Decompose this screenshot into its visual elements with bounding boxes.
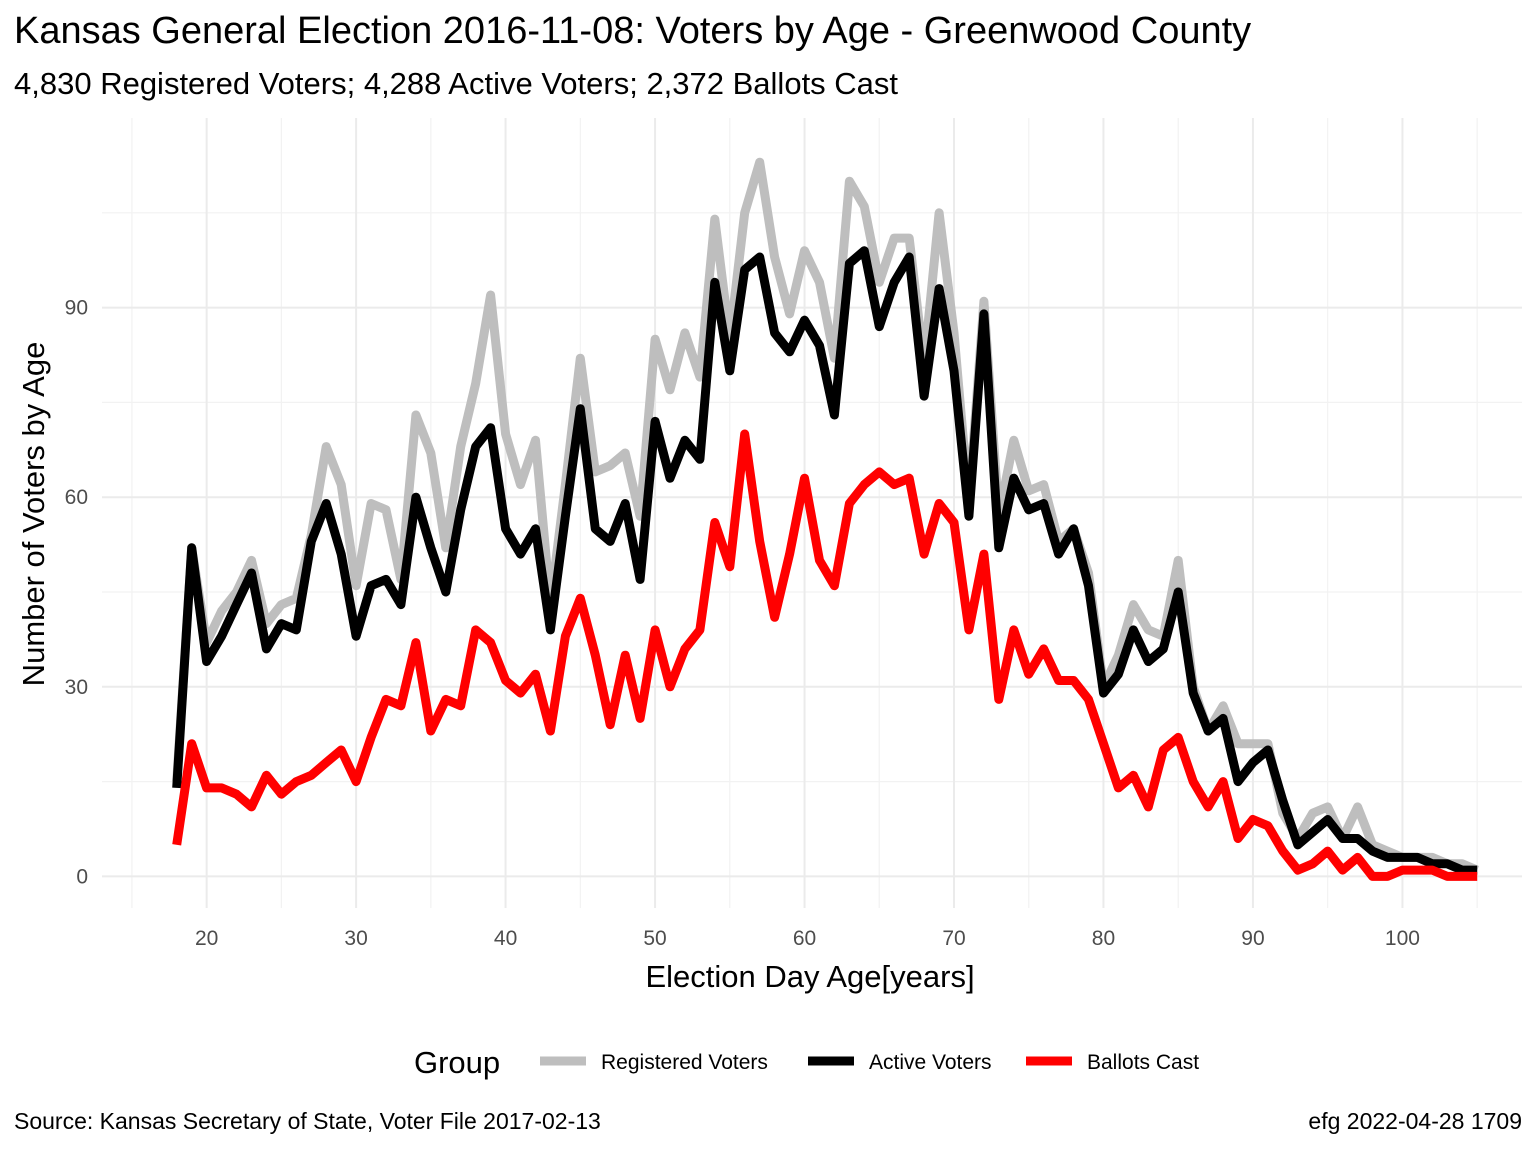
- source-caption: Source: Kansas Secretary of State, Voter…: [14, 1108, 601, 1134]
- x-tick-label: 40: [494, 927, 517, 950]
- credit-caption: efg 2022-04-28 1709: [1308, 1108, 1522, 1134]
- y-axis-title: Number of Voters by Age: [16, 342, 51, 687]
- x-axis-title: Election Day Age[years]: [645, 959, 974, 994]
- x-tick-label: 60: [793, 927, 816, 950]
- y-tick-label: 0: [76, 865, 88, 888]
- y-tick-label: 90: [65, 297, 88, 320]
- legend-label: Ballots Cast: [1087, 1051, 1199, 1074]
- legend-title: Group: [414, 1045, 500, 1080]
- x-axis-ticks: 20 30 40 50 60 70 80 90 100: [195, 927, 1420, 950]
- legend-label: Registered Voters: [601, 1051, 768, 1074]
- chart-title: Kansas General Election 2016-11-08: Vote…: [14, 10, 1252, 52]
- series-line-active-voters: [172, 246, 1478, 875]
- x-tick-label: 30: [344, 927, 367, 950]
- y-tick-label: 60: [65, 486, 88, 509]
- series-lines: [172, 157, 1479, 881]
- series-line-registered-voters: [172, 157, 1479, 875]
- y-tick-label: 30: [65, 676, 88, 699]
- legend-label: Active Voters: [869, 1051, 992, 1074]
- series-line-ballots-cast: [172, 429, 1478, 881]
- y-axis-ticks: 0 30 60 90: [65, 297, 88, 889]
- legend: Group Registered Voters Active Voters Ball…: [414, 1045, 1199, 1080]
- x-tick-label: 20: [195, 927, 218, 950]
- x-tick-label: 70: [942, 927, 965, 950]
- chart-subtitle: 4,830 Registered Voters; 4,288 Active Vo…: [14, 66, 899, 101]
- x-tick-label: 100: [1385, 927, 1420, 950]
- x-tick-label: 50: [643, 927, 666, 950]
- x-tick-label: 80: [1092, 927, 1115, 950]
- x-tick-label: 90: [1241, 927, 1264, 950]
